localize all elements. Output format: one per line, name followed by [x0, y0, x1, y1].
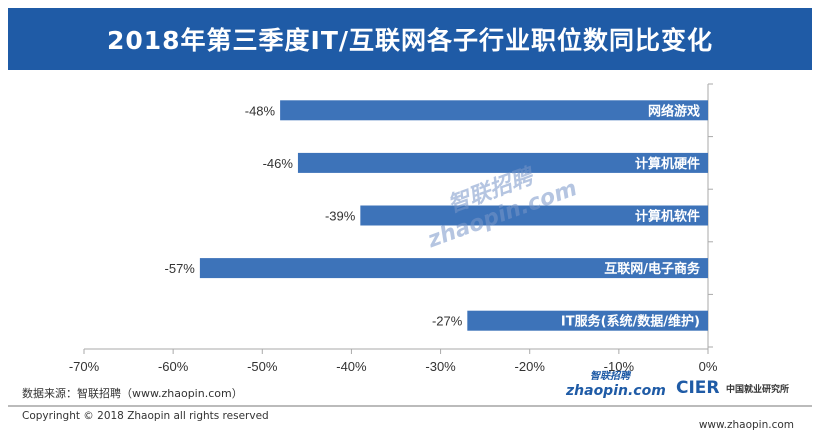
x-tick-label: -40%	[336, 359, 367, 374]
bar	[280, 100, 708, 121]
data-label: -27%	[432, 314, 463, 329]
data-source: 数据来源：智联招聘（www.zhaopin.com）	[22, 387, 243, 400]
x-tick-label: -50%	[247, 359, 278, 374]
zhaopin-logo: zhaopin.com 智联招聘	[566, 371, 666, 399]
zhaopin-logo-text: zhaopin.com	[566, 383, 666, 399]
bar	[297, 152, 708, 173]
website: www.zhaopin.com	[698, 419, 794, 431]
cier-logo: CIER	[676, 378, 720, 398]
bar	[199, 258, 708, 279]
copyright: Copyringht © 2018 Zhaopin all rights res…	[22, 410, 269, 422]
cier-logo-text: 中国就业研究所	[726, 385, 790, 395]
category-label: 计算机软件	[635, 209, 700, 225]
data-label: -46%	[263, 156, 294, 171]
category-label: 计算机硬件	[635, 156, 700, 172]
bar	[467, 310, 708, 331]
x-tick-label: 0%	[699, 359, 718, 374]
divider	[8, 405, 812, 407]
category-label: 互联网/电子商务	[604, 261, 701, 277]
data-label: -39%	[325, 209, 356, 224]
x-tick-label: -70%	[69, 359, 100, 374]
bar	[360, 205, 708, 226]
x-tick-label: -30%	[425, 359, 456, 374]
chart-title: 2018年第三季度IT/互联网各子行业职位数同比变化	[8, 8, 812, 70]
category-label: IT服务(系统/数据/维护)	[561, 314, 700, 330]
x-tick-label: -10%	[604, 359, 635, 374]
data-label: -48%	[245, 103, 276, 118]
x-tick-label: -60%	[158, 359, 189, 374]
data-label: -57%	[165, 261, 196, 276]
x-tick-label: -20%	[515, 359, 546, 374]
category-label: 网络游戏	[648, 103, 700, 119]
zhaopin-logo-cn: 智联招聘	[590, 371, 630, 382]
